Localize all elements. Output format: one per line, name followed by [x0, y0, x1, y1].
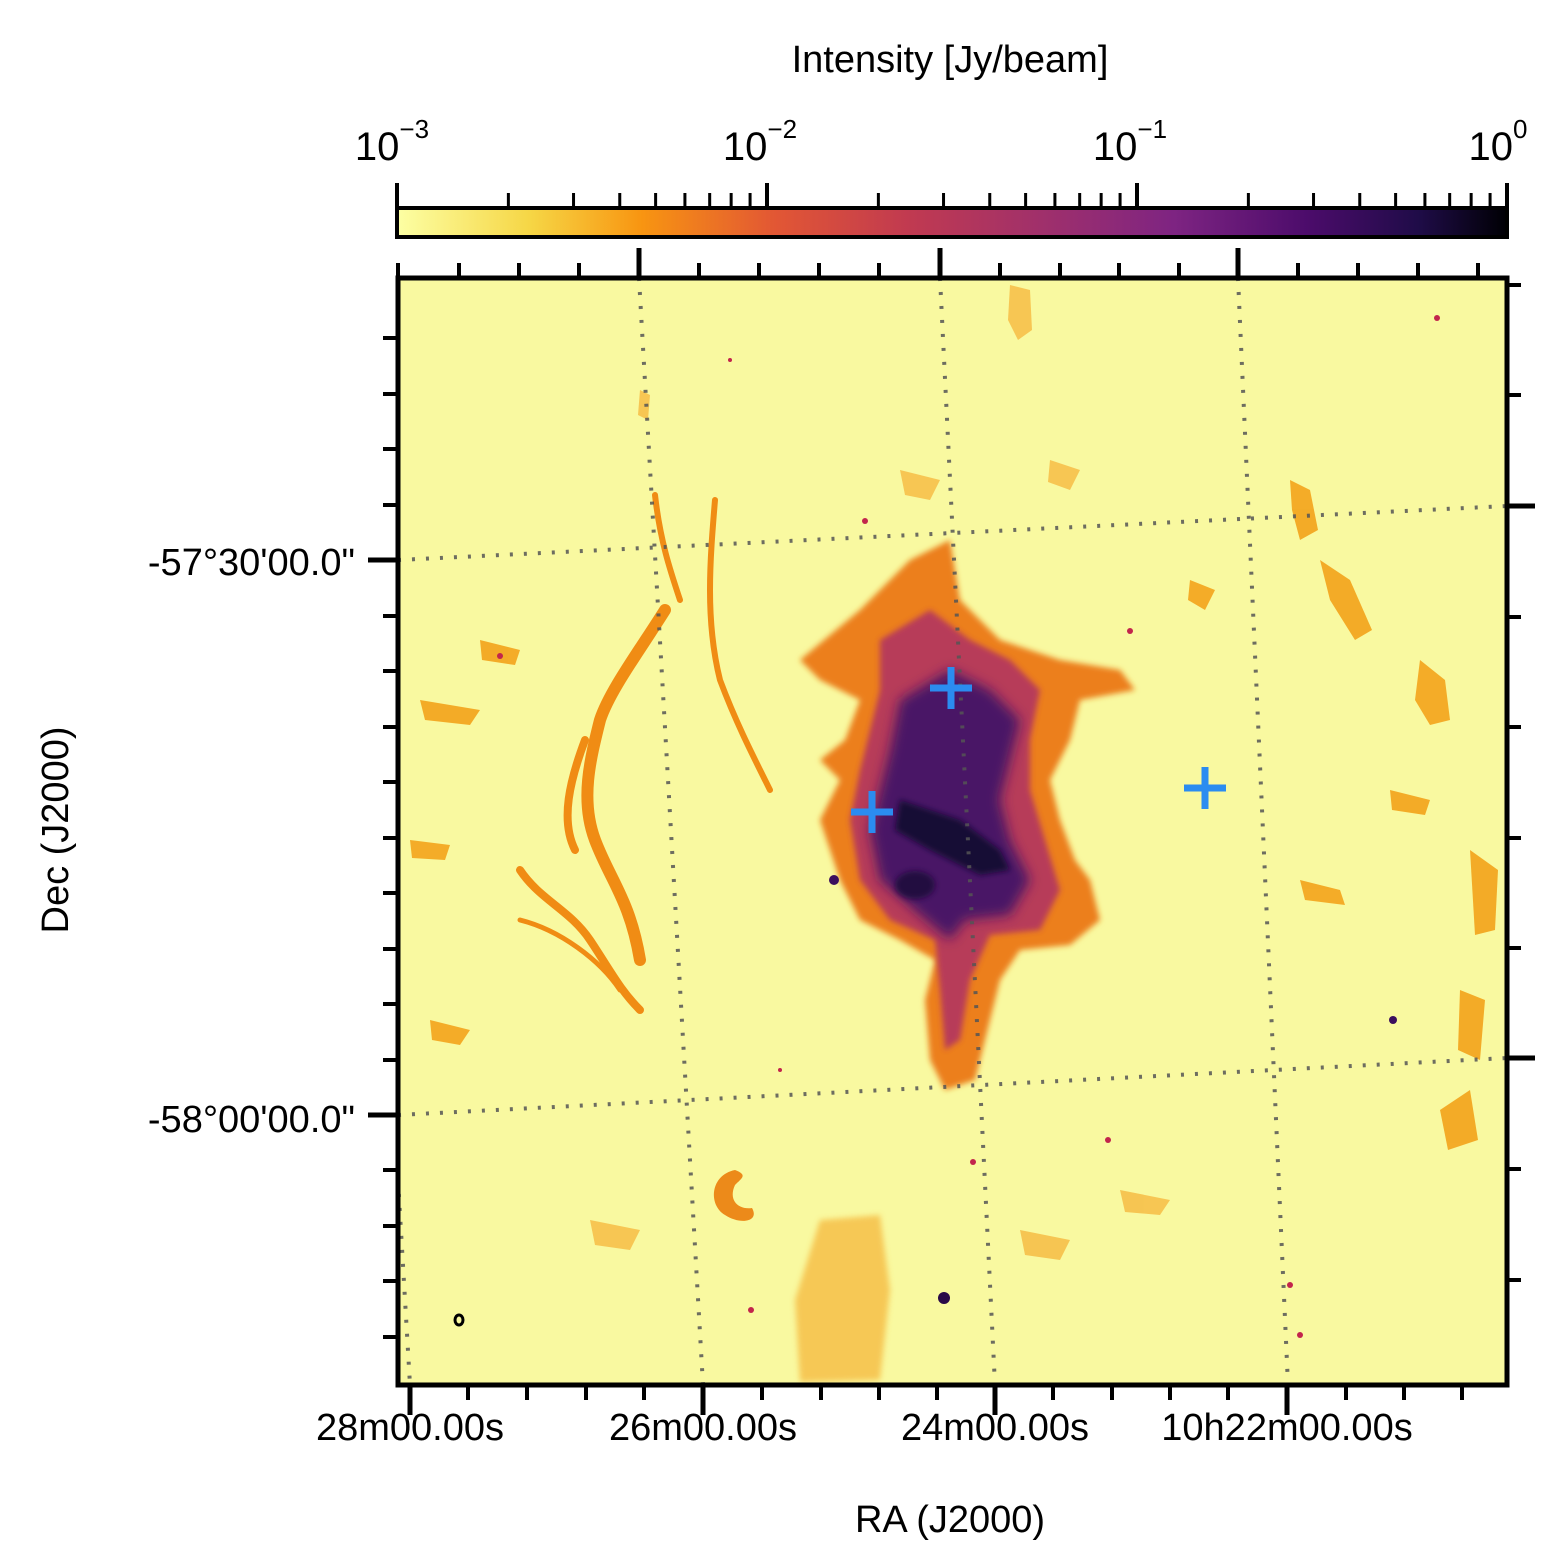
- colorbar-tick-labels: 10−3 10−2 10−1 100: [355, 114, 1528, 169]
- colorbar-gradient: [395, 206, 1509, 239]
- beam-ellipse: [453, 1313, 465, 1327]
- y-axis-label: Dec (J2000): [35, 727, 77, 934]
- x-tick-labels: 28m00.00s 26m00.00s 24m00.00s 10h22m00.0…: [316, 1407, 1413, 1449]
- x-tick-label: 10h22m00.00s: [1161, 1407, 1412, 1449]
- x-tick-label: 24m00.00s: [901, 1407, 1089, 1449]
- y-tick-label: -58°00'00.0": [148, 1099, 355, 1141]
- colorbar-tick-label: 10−1: [1093, 114, 1167, 169]
- source-markers: [851, 667, 1226, 833]
- x-axis-label: RA (J2000): [855, 1499, 1045, 1541]
- y-tick-label: -57°30'00.0": [148, 542, 355, 584]
- diffuse-emission: [410, 285, 1498, 1260]
- image-panel: [368, 248, 1535, 1415]
- x-tick-label: 26m00.00s: [609, 1407, 797, 1449]
- y-tick-labels: -57°30'00.0" -58°00'00.0": [148, 542, 355, 1141]
- colorbar-ticks: [395, 183, 1509, 208]
- x-tick-label: 28m00.00s: [316, 1407, 504, 1449]
- colorbar: Intensity [Jy/beam] 10−3 10−2 10−1 100: [355, 39, 1528, 239]
- colorbar-tick-label: 100: [1469, 114, 1528, 169]
- colorbar-tick-label: 10−2: [723, 114, 797, 169]
- shell-source: [713, 1170, 754, 1221]
- emission: [410, 285, 1498, 1382]
- image-frame: [395, 275, 1510, 1388]
- cross-marker: [930, 667, 972, 709]
- main-complex-knot: [895, 871, 935, 899]
- point-sources: [497, 315, 1440, 1338]
- axis-ticks: [368, 248, 1535, 1415]
- colorbar-label: Intensity [Jy/beam]: [792, 39, 1109, 81]
- western-filaments: [516, 492, 773, 1014]
- main-complex-ridge: [895, 800, 1010, 875]
- cross-marker: [851, 791, 893, 833]
- southern-diffuse-plume: [795, 1215, 890, 1382]
- cross-marker: [1184, 767, 1226, 809]
- colorbar-tick-label: 10−3: [355, 114, 429, 169]
- coordinate-grid: [398, 278, 1507, 1385]
